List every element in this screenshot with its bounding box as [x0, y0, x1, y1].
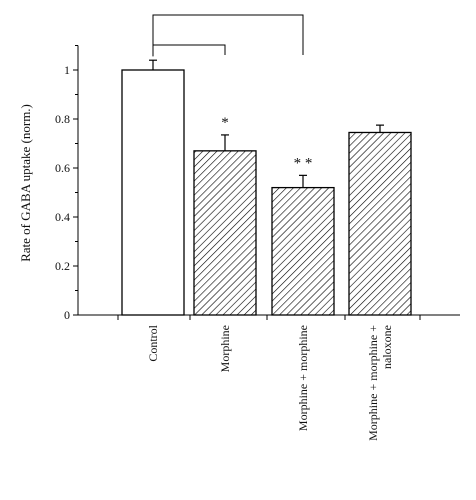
y-tick-label: 0.4: [55, 210, 70, 224]
x-category-label: naloxone: [380, 325, 394, 369]
y-tick-label: 0.6: [55, 161, 70, 175]
comparison-bracket: [152, 44, 226, 57]
y-tick-label: 0.8: [55, 112, 70, 126]
significance-marker: * *: [294, 155, 313, 171]
comparison-bracket: [152, 14, 304, 57]
x-category-label: Control: [146, 324, 160, 361]
x-category-label: Morphine: [218, 325, 232, 372]
y-tick-label: 1: [64, 63, 70, 77]
y-axis-label: Rate of GABA uptake (norm.): [18, 104, 33, 262]
x-category-label: Morphine + morphine: [296, 325, 310, 431]
y-tick-label: 0.2: [55, 259, 70, 273]
bar-3: [271, 186, 335, 316]
y-tick-label: 0: [64, 308, 70, 322]
annotations: * * *: [152, 14, 313, 171]
bar-2: [193, 150, 257, 316]
axes: 0 0.2 0.4 0.6 0.8 1 Control Morphine Morphine + …: [55, 45, 460, 441]
x-category-label: Morphine + morphine +: [366, 325, 380, 441]
bar-1: [121, 69, 185, 316]
bar-4: [348, 131, 412, 316]
bars: [121, 59, 412, 316]
significance-marker: *: [221, 115, 229, 131]
